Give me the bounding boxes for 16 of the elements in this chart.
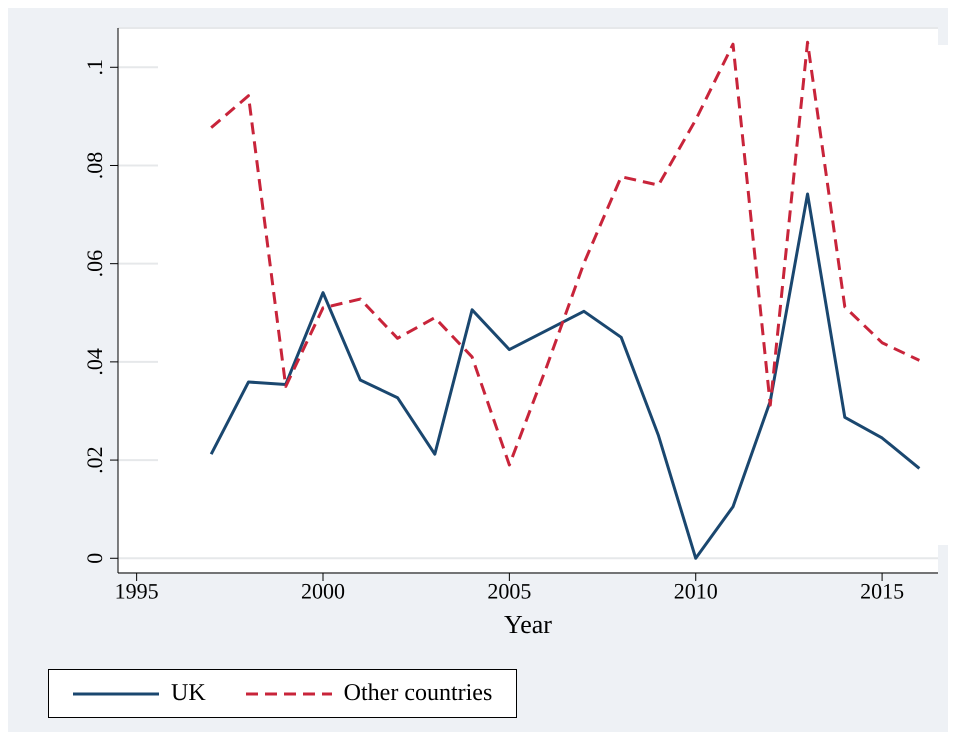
legend-label: Other countries xyxy=(344,680,492,707)
legend-label: UK xyxy=(171,680,206,707)
x-tick-label: 2005 xyxy=(487,578,532,604)
y-tick-label: .04 xyxy=(82,348,107,376)
y-tick-label: .1 xyxy=(82,59,107,76)
y-tick-label: .06 xyxy=(82,250,107,278)
y-tick-label: 0 xyxy=(82,552,107,564)
line-series xyxy=(210,40,921,466)
line-series xyxy=(210,192,921,560)
x-axis-title: Year xyxy=(504,610,552,639)
x-tick-label: 2015 xyxy=(860,578,904,604)
y-tick-label: .02 xyxy=(82,446,107,474)
x-tick-label: 1995 xyxy=(114,578,159,604)
x-tick-label: 2010 xyxy=(674,578,718,604)
y-tick-label: .08 xyxy=(82,152,107,180)
x-tick-label: 2000 xyxy=(301,578,345,604)
